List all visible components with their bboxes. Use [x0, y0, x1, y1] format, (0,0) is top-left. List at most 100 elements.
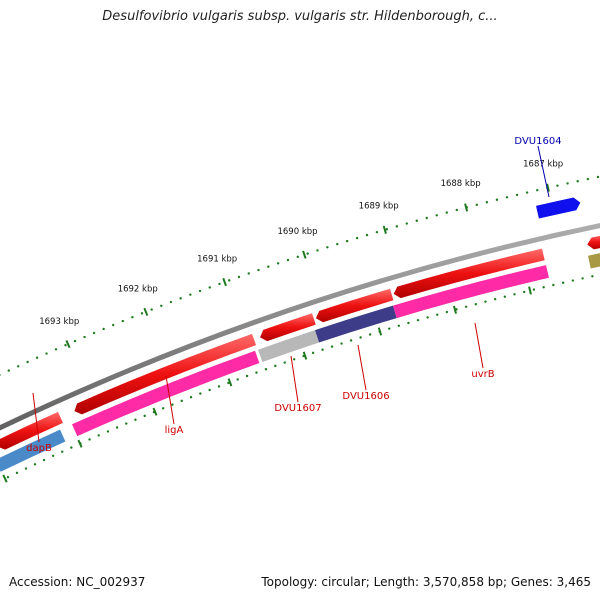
minor-tick	[556, 184, 559, 187]
minor-tick	[326, 246, 329, 249]
minor-tick	[505, 196, 509, 199]
gene-leader-line	[537, 145, 550, 198]
minor-tick	[475, 203, 479, 206]
genome-summary-text: Topology: circular; Length: 3,570,858 bp…	[261, 575, 591, 589]
minor-tick	[311, 351, 315, 355]
minor-tick	[576, 180, 579, 183]
minor-tick	[42, 458, 46, 462]
minor-tick	[237, 275, 241, 279]
gene-leader-line	[165, 375, 175, 425]
minor-tick	[6, 475, 10, 479]
minor-tick	[436, 313, 439, 316]
minor-tick	[321, 348, 324, 351]
forward-gene-arrow	[587, 235, 600, 250]
gene-label-dapb: dapB	[26, 443, 52, 454]
major-tick	[302, 250, 307, 259]
backbone-arc	[0, 223, 600, 431]
minor-tick	[161, 407, 165, 410]
minor-tick	[218, 282, 221, 286]
minor-tick	[180, 399, 183, 403]
kbp-tick-label: 1689 kbp	[359, 202, 399, 212]
gene-labels: dapB ligA DVU1607 DVU1606 uvrB DVU1604	[26, 136, 561, 454]
minor-tick	[484, 300, 487, 303]
minor-tick	[264, 368, 268, 371]
minor-tick	[45, 352, 48, 355]
gene-leader-line	[290, 355, 299, 403]
minor-tick	[140, 312, 144, 315]
forward-gene-arrow	[74, 333, 257, 415]
minor-tick	[566, 182, 569, 185]
minor-tick	[88, 438, 91, 441]
minor-tick	[542, 286, 545, 289]
minor-tick	[92, 331, 96, 335]
kbp-scale: 1693 kbp 1692 kbp 1691 kbp 1690 kbp 1689 kbp…	[0, 159, 600, 483]
minor-tick	[274, 364, 277, 368]
gene-label-dvu1606: DVU1606	[342, 391, 389, 402]
minor-tick	[97, 434, 100, 437]
minor-tick	[395, 225, 399, 228]
minor-tick	[189, 293, 192, 296]
minor-tick	[455, 208, 458, 212]
minor-tick	[70, 446, 73, 449]
minor-tick	[336, 242, 339, 246]
minor-tick	[591, 275, 594, 278]
major-tick	[222, 277, 227, 287]
minor-tick	[33, 463, 37, 466]
minor-tick	[345, 239, 349, 243]
minor-tick	[228, 279, 231, 282]
forward-gene-arrow	[315, 288, 394, 323]
minor-tick	[552, 283, 555, 287]
minor-tick	[445, 211, 448, 214]
minor-tick	[171, 403, 174, 406]
kbp-tick-label: 1687 kbp	[523, 159, 563, 169]
minor-tick	[416, 318, 420, 322]
minor-tick	[276, 262, 280, 265]
gene-label-dvu1607: DVU1607	[274, 403, 321, 414]
gene-track	[0, 197, 600, 472]
forward-gene-arrow	[260, 313, 316, 342]
minor-tick	[198, 289, 202, 293]
gene-label-dvu1604: DVU1604	[514, 136, 561, 147]
minor-tick	[397, 324, 401, 327]
accession-text: Accession: NC_002937	[9, 575, 146, 589]
minor-tick	[368, 333, 372, 336]
minor-tick	[199, 392, 202, 395]
major-tick	[227, 378, 233, 387]
minor-tick	[134, 418, 137, 421]
minor-tick	[169, 300, 173, 304]
minor-tick	[16, 365, 20, 368]
minor-tick	[375, 230, 379, 234]
minor-tick	[349, 339, 353, 342]
gene-leader-line	[474, 322, 484, 369]
forward-gene-arrow	[0, 411, 63, 450]
minor-tick	[24, 467, 28, 470]
minor-tick	[532, 288, 536, 291]
major-tick	[302, 351, 308, 360]
major-tick	[528, 286, 532, 295]
minor-tick	[474, 303, 477, 306]
major-tick	[152, 407, 158, 416]
major-tick	[143, 307, 149, 316]
minor-tick	[464, 305, 468, 308]
major-tick	[2, 474, 8, 483]
minor-tick	[61, 450, 64, 453]
minor-tick	[359, 336, 362, 339]
minor-tick	[247, 272, 250, 275]
minor-tick	[445, 310, 449, 314]
minor-tick	[15, 471, 19, 475]
minor-tick	[54, 348, 58, 351]
major-tick	[452, 305, 458, 314]
major-tick	[77, 439, 83, 448]
minor-tick	[160, 304, 163, 307]
forward-gene-arrow	[393, 248, 545, 299]
minor-tick	[267, 265, 270, 268]
major-tick	[65, 340, 71, 349]
minor-tick	[355, 236, 359, 240]
minor-tick	[255, 371, 258, 374]
minor-tick	[236, 378, 239, 381]
minor-tick	[125, 422, 128, 425]
minor-tick	[26, 360, 29, 364]
minor-tick	[435, 214, 438, 217]
minor-tick	[388, 327, 391, 330]
kbp-tick-label: 1693 kbp	[39, 317, 79, 327]
